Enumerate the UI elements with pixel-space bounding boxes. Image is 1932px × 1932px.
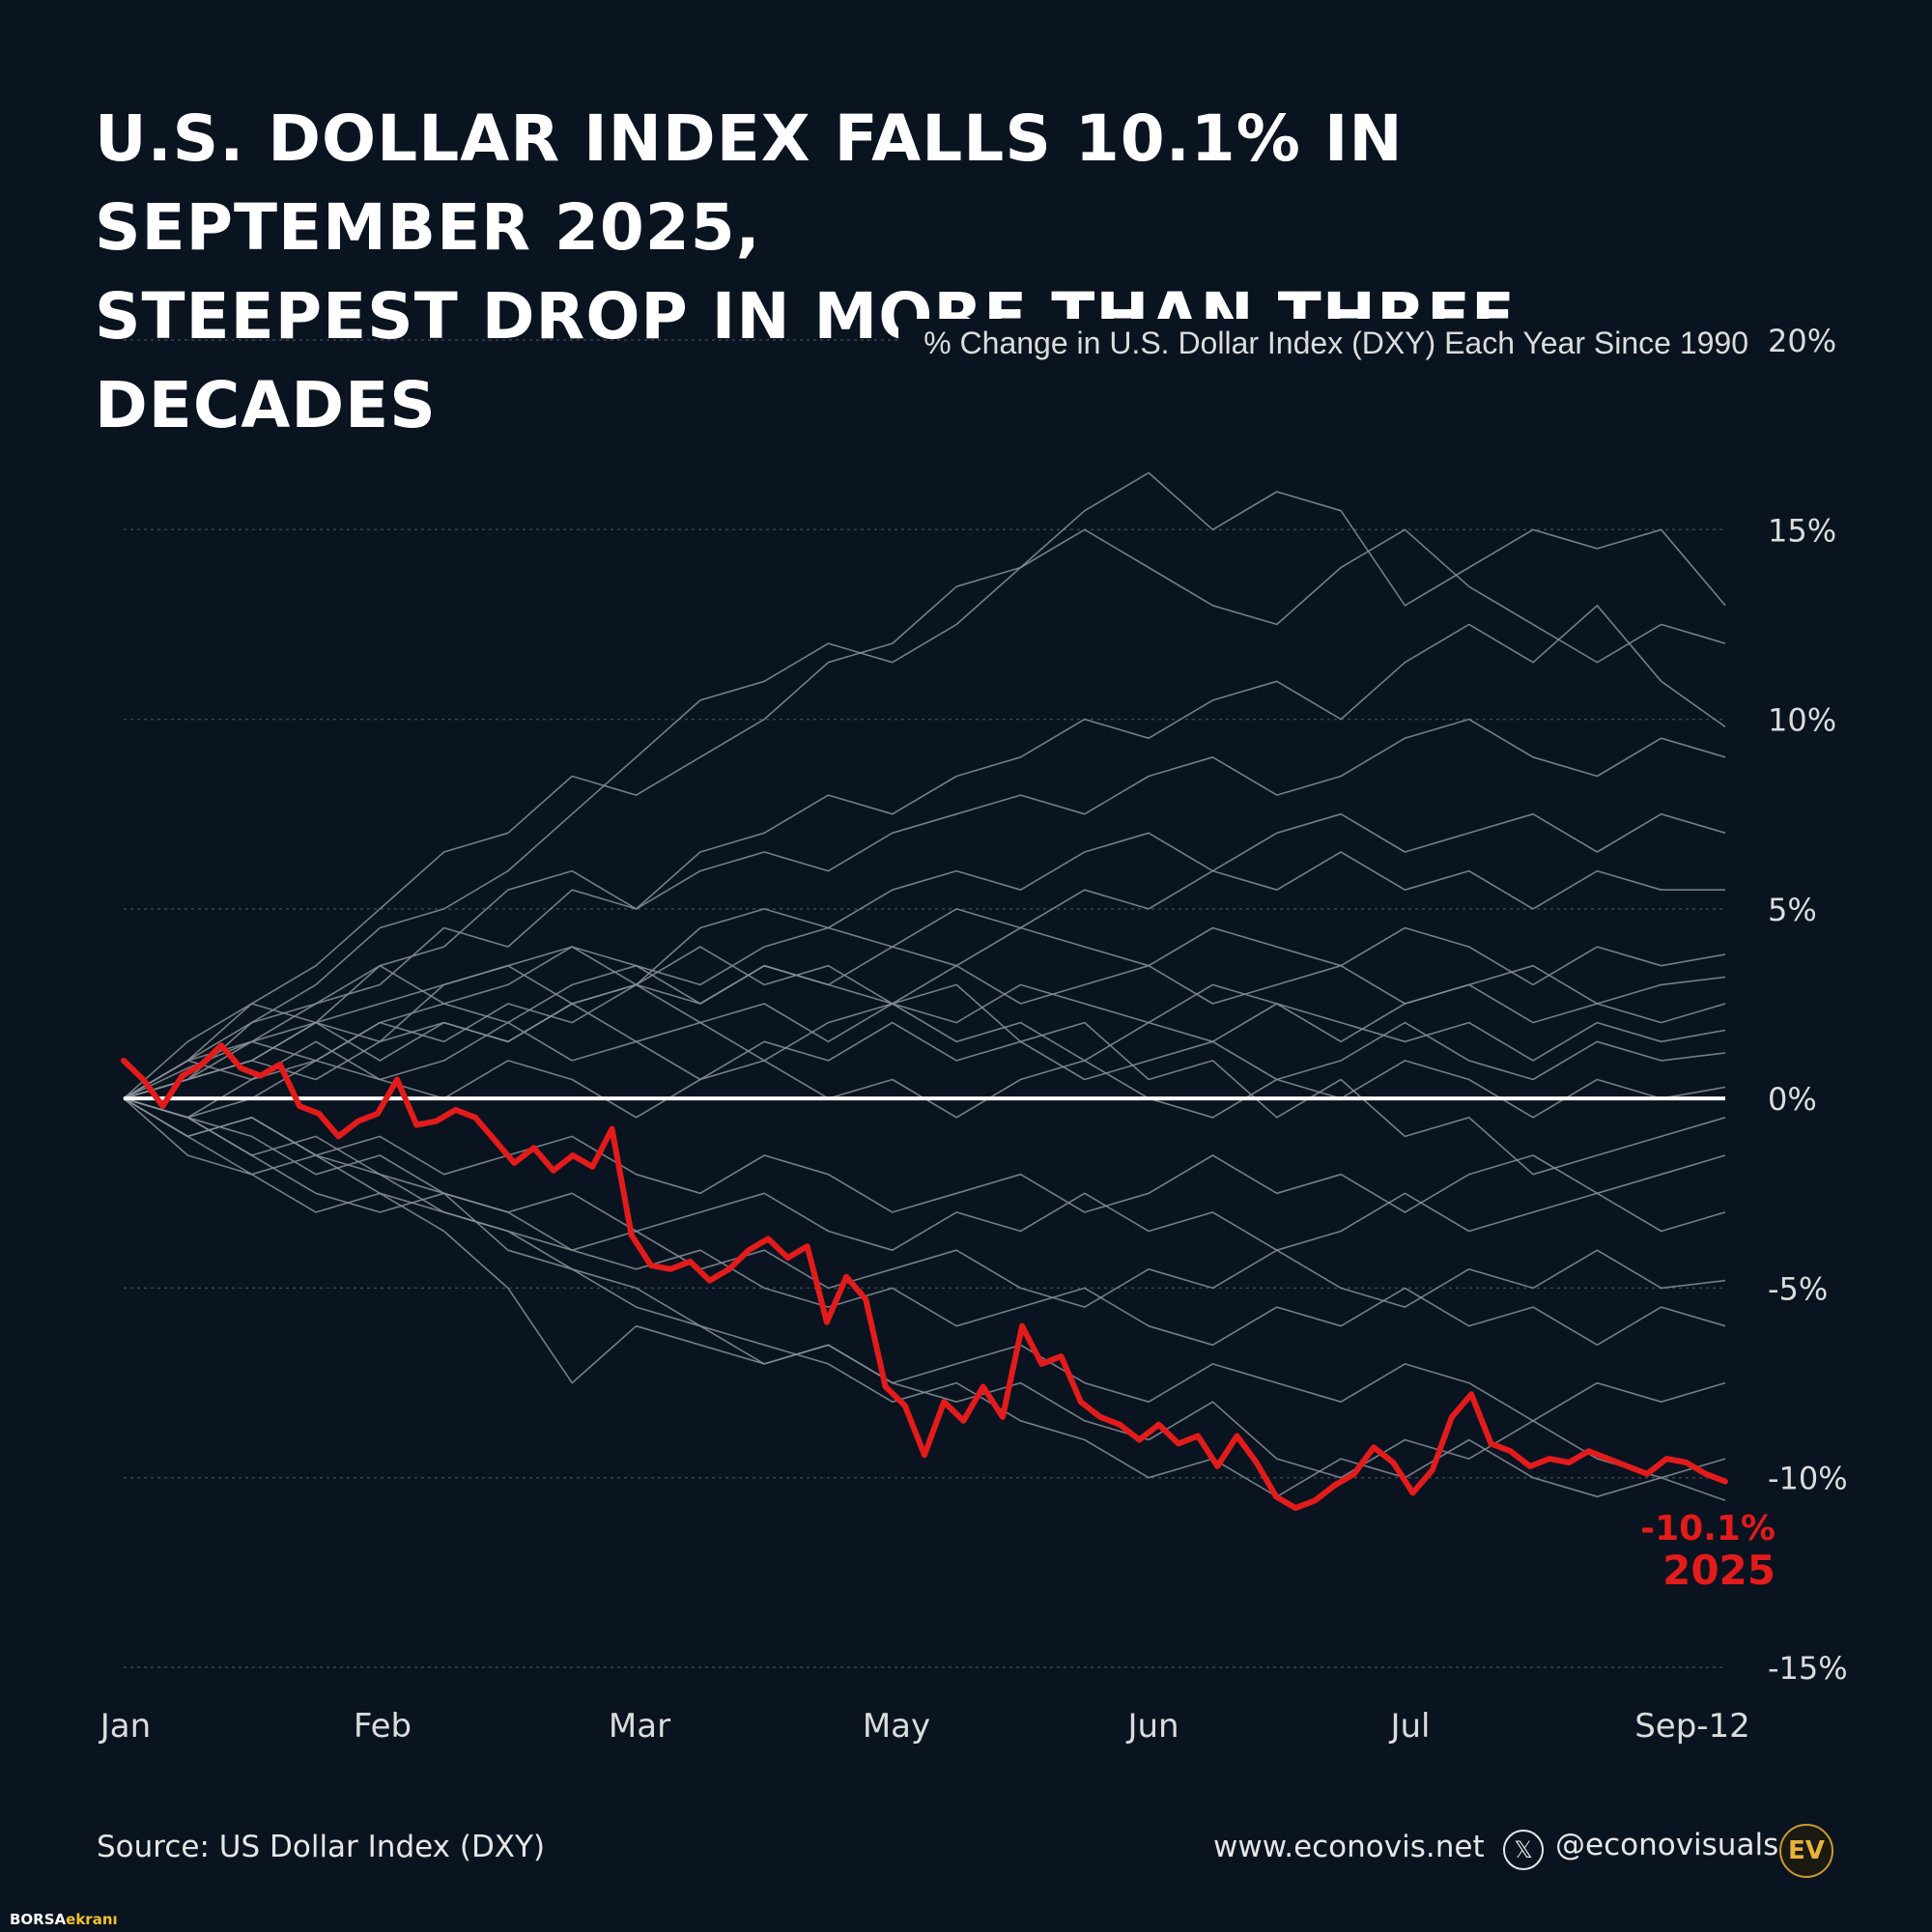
history-series-line (123, 1097, 1726, 1213)
x-tick-label: Mar (609, 1707, 670, 1746)
history-series-line (123, 851, 1725, 1099)
x-social-icon[interactable]: 𝕏 (1503, 1830, 1544, 1870)
y-tick-label: 10% (1768, 702, 1836, 739)
y-tick-label: 15% (1768, 512, 1836, 549)
website-link[interactable]: www.econovis.net (1213, 1830, 1485, 1864)
history-series-line (123, 471, 1726, 1099)
x-tick-label: Jan (99, 1707, 151, 1746)
x-axis-ticks: Jan Feb Mar May Jun Jul Sep-12 (99, 1707, 1750, 1746)
y-axis-ticks: 20% 15% 10% 5% 0% -5% -10% -15% (1768, 323, 1848, 1687)
history-series-group (123, 471, 1726, 1502)
y-tick-label: -5% (1768, 1270, 1828, 1307)
y-tick-label: 5% (1768, 892, 1817, 928)
x-tick-label: Jul (1388, 1707, 1430, 1746)
subtitle-background (898, 319, 1748, 365)
history-series-line (123, 983, 1726, 1119)
history-series-line (123, 1097, 1726, 1347)
history-series-line (123, 1003, 1726, 1099)
econovis-logo: EV (1779, 1824, 1833, 1878)
series-2025-value-label: -10.1% (1640, 1509, 1776, 1548)
page-title: U.S. DOLLAR INDEX FALLS 10.1% IN SEPTEMB… (95, 95, 1833, 450)
history-series-line (123, 946, 1726, 1176)
social-handle[interactable]: @econovisuals (1555, 1828, 1779, 1862)
y-tick-label: -10% (1768, 1461, 1848, 1497)
grid-lines (124, 339, 1725, 1668)
y-tick-label: -15% (1768, 1650, 1848, 1687)
x-tick-label: May (863, 1707, 930, 1746)
history-series-line (123, 1060, 1726, 1119)
history-series-line (123, 605, 1726, 1099)
watermark: BORSAekranı (10, 1911, 118, 1928)
watermark-part-2: ekranı (66, 1911, 118, 1928)
x-tick-label: Feb (354, 1707, 412, 1746)
series-2025-line (121, 1042, 1728, 1512)
history-series-line (123, 1097, 1726, 1308)
y-tick-label: 0% (1768, 1081, 1817, 1118)
watermark-part-1: BORSA (10, 1911, 67, 1928)
history-series-line (123, 812, 1726, 1099)
history-series-line (123, 1021, 1726, 1099)
history-series-line (123, 1097, 1726, 1502)
title-line-1: U.S. DOLLAR INDEX FALLS 10.1% IN SEPTEMB… (95, 101, 1404, 265)
chart-subtitle: % Change in U.S. Dollar Index (DXY) Each… (923, 326, 1748, 360)
history-series-line (123, 528, 1726, 1099)
y-tick-label: 20% (1768, 323, 1836, 359)
history-series-line (123, 1097, 1726, 1422)
history-series-line (123, 926, 1726, 1099)
history-series-line (123, 1097, 1726, 1251)
x-tick-label: Sep-12 (1634, 1707, 1750, 1746)
series-2025-year-label: 2025 (1662, 1547, 1776, 1594)
source-note: Source: US Dollar Index (DXY) (97, 1830, 546, 1864)
x-tick-label: Jun (1125, 1707, 1179, 1746)
history-series-line (123, 718, 1726, 1099)
